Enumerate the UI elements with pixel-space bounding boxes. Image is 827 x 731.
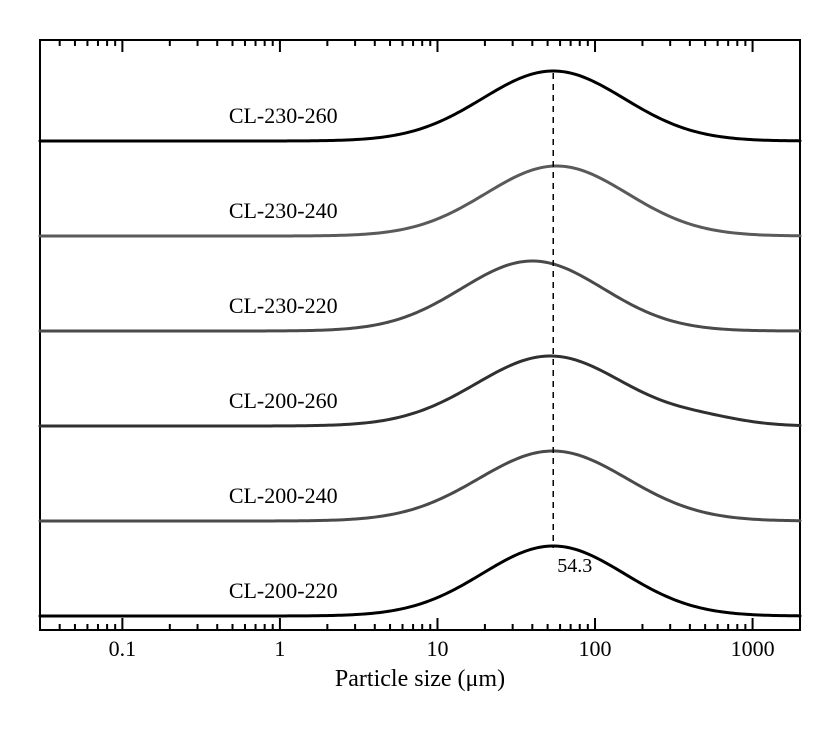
series-label: CL-230-220 [229,293,338,318]
series-curve [40,451,800,521]
x-tick-label: 0.1 [109,636,137,661]
series-curve [40,166,800,236]
reference-line-label: 54.3 [557,555,592,577]
series-label: CL-200-240 [229,483,338,508]
chart-container: 0.1 1 10 100 1000 Particle size (μm) CL-230-26… [0,20,827,711]
series-label: CL-230-260 [229,103,338,128]
series-curve [40,71,800,141]
series-label: CL-200-260 [229,388,338,413]
x-tick-label: 1000 [731,636,775,661]
series-label: CL-230-240 [229,198,338,223]
x-tick-label: 100 [579,636,612,661]
x-axis-label: Particle size (μm) [335,666,505,692]
x-tick-label: 1 [274,636,285,661]
series-curve [40,261,800,331]
series-label: CL-200-220 [229,578,338,603]
series-curve [40,546,800,616]
series-curve [40,356,800,426]
x-tick-label: 10 [426,636,448,661]
